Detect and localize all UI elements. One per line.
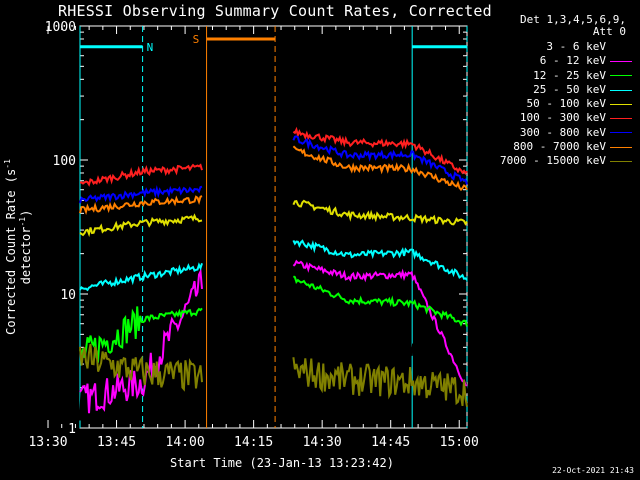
series-line-1	[79, 267, 203, 414]
series-line-5	[79, 163, 203, 187]
x-tick-label: 14:00	[166, 435, 205, 450]
legend-label: 25 - 50 keV	[533, 82, 606, 96]
legend-entry: 800 - 7000 keV	[500, 140, 632, 154]
y-axis-label-mid: detector	[19, 226, 33, 285]
x-tick-label: 13:30	[28, 435, 67, 450]
series-line-5	[292, 126, 468, 175]
legend-label: 50 - 100 keV	[526, 97, 606, 111]
y-tick-label: 100	[53, 154, 76, 169]
series-line-7	[292, 145, 468, 192]
legend-entry: 50 - 100 keV	[500, 97, 632, 111]
legend-header-line-2: Att 0	[592, 25, 626, 38]
x-tick-label: 14:45	[371, 435, 410, 450]
x-tick-label: 14:15	[234, 435, 273, 450]
legend: 3 - 6 keV 6 - 12 keV 12 - 25 keV 25 - 50 ke…	[500, 40, 632, 169]
series-line-4	[79, 213, 203, 238]
legend-entry: 300 - 800 keV	[500, 126, 632, 140]
y-tick-label: 1000	[45, 20, 76, 35]
legend-entry: 25 - 50 keV	[500, 83, 632, 97]
legend-entry: 12 - 25 keV	[500, 69, 632, 83]
legend-entry: 100 - 300 keV	[500, 111, 632, 125]
series-line-1	[292, 259, 468, 387]
legend-label: 6 - 12 keV	[539, 54, 606, 68]
y-tick-label: 1	[68, 422, 76, 437]
legend-swatch	[610, 60, 632, 62]
series-line-0	[292, 306, 468, 394]
series-line-3	[79, 262, 203, 292]
x-tick-label: 14:30	[303, 435, 342, 450]
legend-swatch	[610, 161, 632, 163]
series-line-2	[292, 275, 468, 327]
legend-swatch	[610, 89, 632, 91]
marker-label-night: N	[147, 41, 154, 54]
y-axis-label-sup-1: -1	[3, 159, 12, 169]
y-axis-label-end: )	[19, 209, 33, 217]
series-line-6	[79, 185, 203, 204]
legend-swatch	[610, 118, 632, 120]
y-axis-label: Corrected Count Rate (s-1 detector-1)	[3, 137, 33, 357]
x-axis-label: Start Time (23-Jan-13 13:23:42)	[170, 456, 394, 470]
legend-label: 3 - 6 keV	[546, 40, 606, 53]
marker-label-saa: S	[193, 33, 200, 46]
legend-entry: 7000 - 15000 keV	[500, 154, 632, 168]
timestamp: 22-Oct-2021 21:43	[552, 466, 634, 475]
legend-swatch	[610, 46, 632, 48]
series-line-3	[292, 239, 468, 281]
legend-entry: 3 - 6 keV	[500, 40, 632, 54]
legend-header: Det 1,3,4,5,6,9, Att 0	[520, 14, 626, 38]
series-line-8	[79, 343, 203, 392]
legend-swatch	[610, 103, 632, 105]
x-tick-label: 15:00	[440, 435, 479, 450]
series-line-2	[79, 306, 203, 364]
legend-entry: 6 - 12 keV	[500, 54, 632, 68]
legend-label: 300 - 800 keV	[519, 125, 606, 139]
series-line-7	[79, 195, 203, 216]
series-line-6	[292, 135, 468, 185]
y-axis-label-sup-2: -1	[18, 216, 27, 227]
legend-label: 12 - 25 keV	[533, 68, 606, 82]
legend-label: 800 - 7000 keV	[513, 140, 606, 154]
legend-swatch	[610, 75, 632, 77]
legend-header-line-1: Det 1,3,4,5,6,9,	[520, 13, 626, 26]
legend-swatch	[610, 132, 632, 134]
legend-label: 100 - 300 keV	[519, 111, 606, 125]
y-axis-label-text: Corrected Count Rate (s	[4, 168, 18, 335]
legend-swatch	[610, 146, 632, 148]
series-line-0	[79, 319, 203, 421]
x-tick-label: 13:45	[97, 435, 136, 450]
legend-label: 7000 - 15000 keV	[500, 154, 606, 168]
series-line-8	[292, 357, 468, 407]
series-line-4	[292, 199, 468, 226]
y-tick-label: 10	[60, 288, 76, 303]
chart-title: RHESSI Observing Summary Count Rates, Co…	[58, 2, 492, 20]
